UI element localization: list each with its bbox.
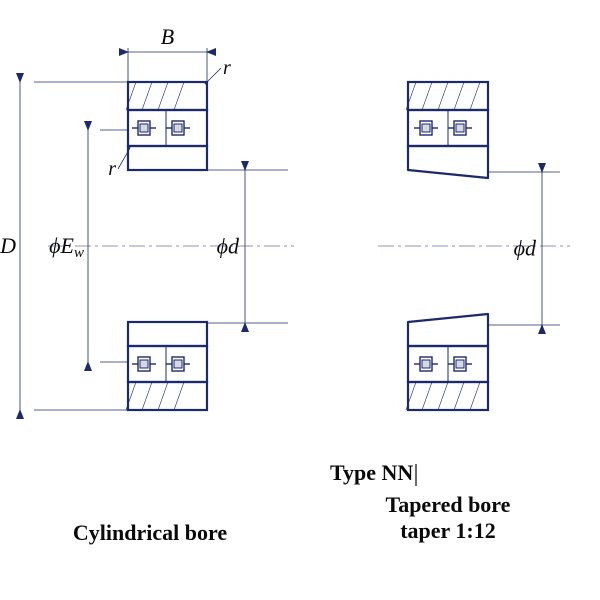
svg-text:Type NN: Type NN [330,460,413,485]
svg-text:B: B [161,24,174,49]
svg-text:ϕd: ϕd [514,236,537,261]
left-view: BϕDϕEwϕdrr [0,24,288,410]
svg-text:taper 1:12: taper 1:12 [400,518,496,543]
svg-text:Tapered bore: Tapered bore [386,492,511,517]
svg-text:r: r [223,57,231,79]
svg-text:ϕD: ϕD [0,233,16,258]
captions: Type NN Cylindrical bore Tapered boretaper… [73,460,511,545]
right-view: ϕd [406,82,560,410]
svg-text:r: r [108,158,116,180]
svg-text:ϕEw: ϕEw [49,233,84,261]
svg-text:Cylindrical bore: Cylindrical bore [73,520,227,545]
